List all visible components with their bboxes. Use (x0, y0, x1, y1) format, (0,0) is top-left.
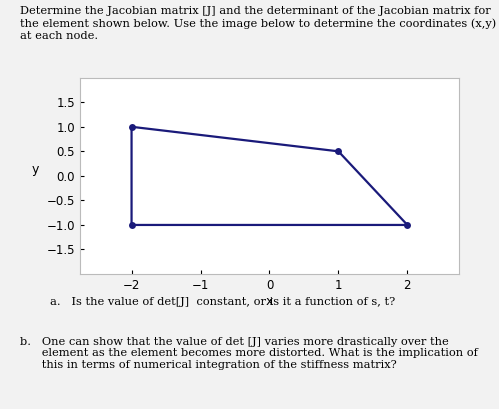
Text: Determine the Jacobian matrix [J] and the determinant of the Jacobian matrix for: Determine the Jacobian matrix [J] and th… (20, 6, 491, 16)
Text: the element shown below. Use the image below to determine the coordinates (x,y): the element shown below. Use the image b… (20, 18, 496, 29)
Text: at each node.: at each node. (20, 31, 98, 40)
X-axis label: x: x (266, 294, 273, 308)
Text: a.   Is the value of det[J]  constant, or is it a function of s, t?: a. Is the value of det[J] constant, or i… (50, 297, 395, 306)
Text: element as the element becomes more distorted. What is the implication of: element as the element becomes more dist… (20, 348, 478, 358)
Text: b.   One can show that the value of det [J] varies more drastically over the: b. One can show that the value of det [J… (20, 337, 449, 347)
Y-axis label: y: y (31, 163, 39, 176)
Text: this in terms of numerical integration of the stiffness matrix?: this in terms of numerical integration o… (20, 360, 397, 369)
